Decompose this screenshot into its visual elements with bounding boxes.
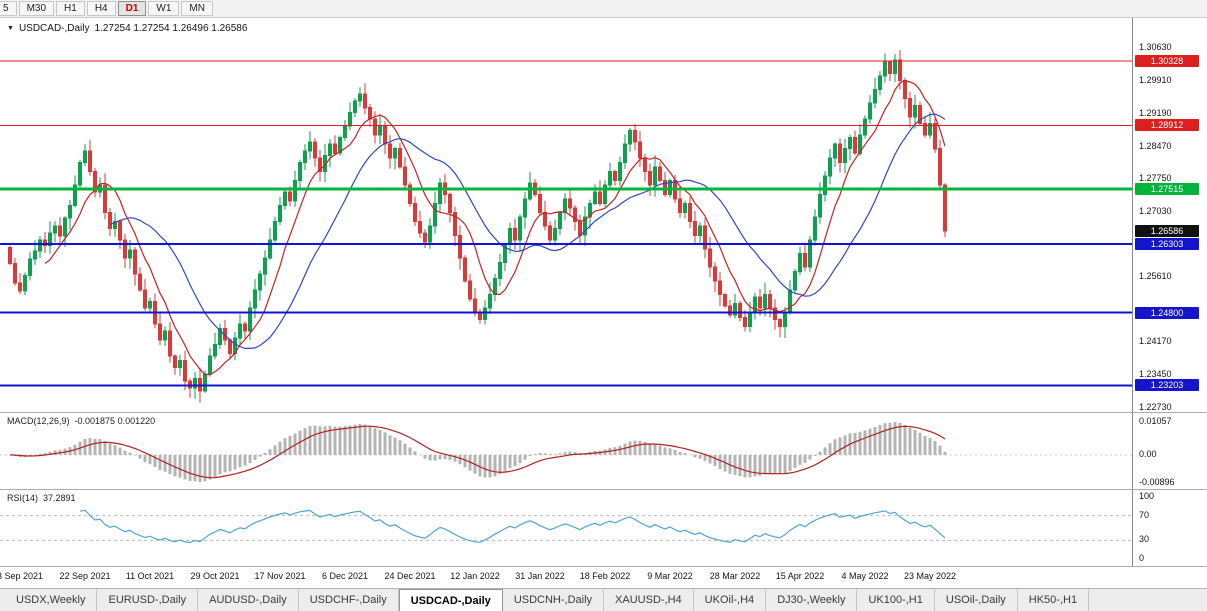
macd-pane: MACD(12,26,9) -0.001875 0.001220 (0, 412, 1132, 489)
chart-tab-uk100-h1[interactable]: UK100-,H1 (857, 589, 935, 611)
timeframe-button-d1[interactable]: D1 (117, 1, 147, 16)
time-axis[interactable]: 3 Sep 2021 22 Sep 2021 11 Oct 2021 29 Oct 2… (0, 566, 1207, 588)
rsi-chart[interactable] (0, 491, 1132, 567)
price-chart[interactable] (0, 18, 1132, 412)
level-price-tag: 1.24800 (1135, 307, 1199, 319)
rsi-axis-label: 0 (1139, 553, 1145, 563)
macd-values: -0.001875 0.001220 (74, 416, 156, 426)
time-axis-label: 24 Dec 2021 (384, 571, 436, 581)
timeframe-button-5[interactable]: 5 (0, 1, 17, 16)
level-price-tag: 1.27515 (1135, 183, 1199, 195)
price-axis-label: 1.25610 (1139, 271, 1172, 281)
chart-tab-eurusd-daily[interactable]: EURUSD-,Daily (97, 589, 199, 611)
timeframe-button-m30[interactable]: M30 (18, 1, 55, 16)
rsi-axis-label: 100 (1139, 491, 1155, 501)
price-axis-label: 1.29190 (1139, 108, 1172, 118)
time-axis-label: 3 Sep 2021 (0, 571, 44, 581)
time-axis-label: 4 May 2022 (841, 571, 889, 581)
time-axis-label: 17 Nov 2021 (254, 571, 306, 581)
rsi-axis[interactable]: 100 70 30 0 (1132, 489, 1207, 566)
chart-tab-ukoil-h4[interactable]: UKOil-,H4 (694, 589, 767, 611)
time-axis-label: 18 Feb 2022 (579, 571, 631, 581)
macd-axis-label: 0.01057 (1139, 416, 1172, 426)
chart-tab-usoil-daily[interactable]: USOil-,Daily (935, 589, 1018, 611)
rsi-value: 37.2891 (43, 493, 76, 503)
time-axis-label: 31 Jan 2022 (515, 571, 565, 581)
time-axis-label: 9 Mar 2022 (647, 571, 693, 581)
level-price-tag: 1.23203 (1135, 379, 1199, 391)
time-axis-label: 23 May 2022 (903, 571, 957, 581)
rsi-label: RSI(14) 37.2891 (7, 493, 76, 503)
chart-tab-audusd-daily[interactable]: AUDUSD-,Daily (198, 589, 299, 611)
chart-tab-bar: USDX,Weekly EURUSD-,Daily AUDUSD-,Daily USD… (0, 588, 1207, 611)
symbol-info: ▼ USDCAD-,Daily 1.27254 1.27254 1.26496 … (7, 23, 247, 34)
chart-tab-dj30-weekly[interactable]: DJ30-,Weekly (766, 589, 858, 611)
time-axis-label: 12 Jan 2022 (450, 571, 500, 581)
price-pane: ▼ USDCAD-,Daily 1.27254 1.27254 1.26496 … (0, 18, 1132, 412)
macd-name: MACD(12,26,9) (7, 416, 70, 426)
timeframe-toolbar: 5 M30 H1 H4 D1 W1 MN (0, 0, 1207, 18)
price-axis-label: 1.23450 (1139, 369, 1172, 379)
chart-tab-usdcnh-daily[interactable]: USDCNH-,Daily (503, 589, 605, 611)
time-axis-label: 15 Apr 2022 (775, 571, 825, 581)
price-axis-label: 1.29910 (1139, 75, 1172, 85)
chart-tab-hk50-h1[interactable]: HK50-,H1 (1018, 589, 1090, 611)
chart-tab-usdcad-daily[interactable]: USDCAD-,Daily (398, 589, 503, 611)
timeframe-button-mn[interactable]: MN (181, 1, 213, 16)
time-axis-label: 11 Oct 2021 (125, 571, 175, 581)
macd-label: MACD(12,26,9) -0.001875 0.001220 (7, 416, 155, 426)
price-axis-label: 1.27750 (1139, 173, 1172, 183)
macd-axis-label: -0.00896 (1139, 477, 1175, 487)
macd-axis-label: 0.00 (1139, 449, 1157, 459)
level-price-tag: 1.28912 (1135, 119, 1199, 131)
price-axis-label: 1.27030 (1139, 206, 1172, 216)
macd-axis[interactable]: 0.01057 0.00 -0.00896 (1132, 412, 1207, 489)
macd-chart[interactable] (0, 414, 1132, 490)
level-price-tag: 1.30328 (1135, 55, 1199, 67)
chart-tab-usdx-weekly[interactable]: USDX,Weekly (5, 589, 98, 611)
rsi-name: RSI(14) (7, 493, 39, 503)
price-axis-label: 1.24170 (1139, 336, 1172, 346)
chart-tab-usdchf-daily[interactable]: USDCHF-,Daily (299, 589, 399, 611)
price-axis-label: 1.28470 (1139, 141, 1172, 151)
ohlc-values: 1.27254 1.27254 1.26496 1.26586 (94, 23, 248, 34)
level-price-tag: 1.26303 (1135, 238, 1199, 250)
symbol-label: USDCAD-,Daily (18, 23, 90, 34)
rsi-axis-label: 70 (1139, 510, 1150, 520)
price-axis-label: 1.30630 (1139, 42, 1172, 52)
chart-tab-xauusd-h4[interactable]: XAUUSD-,H4 (604, 589, 694, 611)
timeframe-button-h4[interactable]: H4 (86, 1, 116, 16)
price-axis-label: 1.22730 (1139, 402, 1172, 412)
price-axis[interactable]: 1.30630 1.29910 1.29190 1.28470 1.27750 1.270… (1132, 18, 1207, 412)
time-axis-label: 28 Mar 2022 (709, 571, 761, 581)
rsi-axis-label: 30 (1139, 534, 1150, 544)
time-axis-label: 29 Oct 2021 (190, 571, 240, 581)
time-axis-label: 6 Dec 2021 (321, 571, 369, 581)
timeframe-button-w1[interactable]: W1 (148, 1, 180, 16)
symbol-dropdown-icon[interactable]: ▼ (7, 25, 14, 32)
rsi-pane: RSI(14) 37.2891 (0, 489, 1132, 566)
time-axis-label: 22 Sep 2021 (59, 571, 111, 581)
current-price-tag: 1.26586 (1135, 225, 1199, 237)
timeframe-button-h1[interactable]: H1 (56, 1, 85, 16)
